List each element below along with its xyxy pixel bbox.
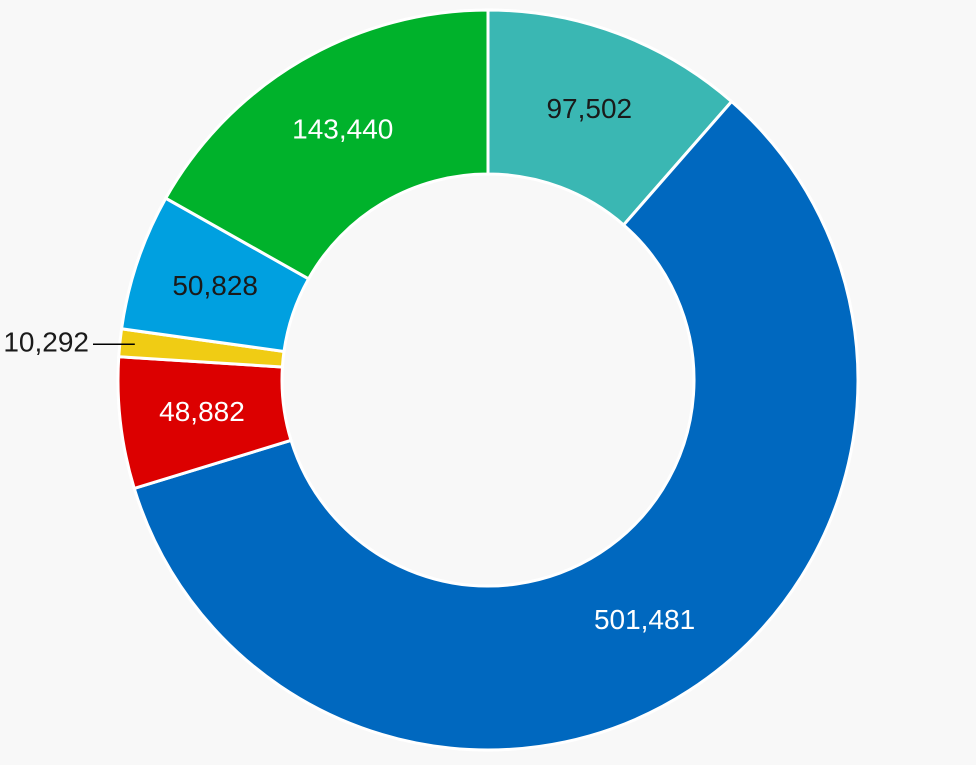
value-label: 501,481 — [594, 604, 695, 635]
slice — [163, 8, 490, 281]
value-label: 143,440 — [292, 114, 393, 145]
value-label: 10,292 — [3, 327, 89, 358]
value-label: 97,502 — [546, 93, 632, 124]
slice — [132, 99, 860, 752]
value-label: 50,828 — [172, 270, 258, 301]
value-label: 48,882 — [159, 396, 245, 427]
